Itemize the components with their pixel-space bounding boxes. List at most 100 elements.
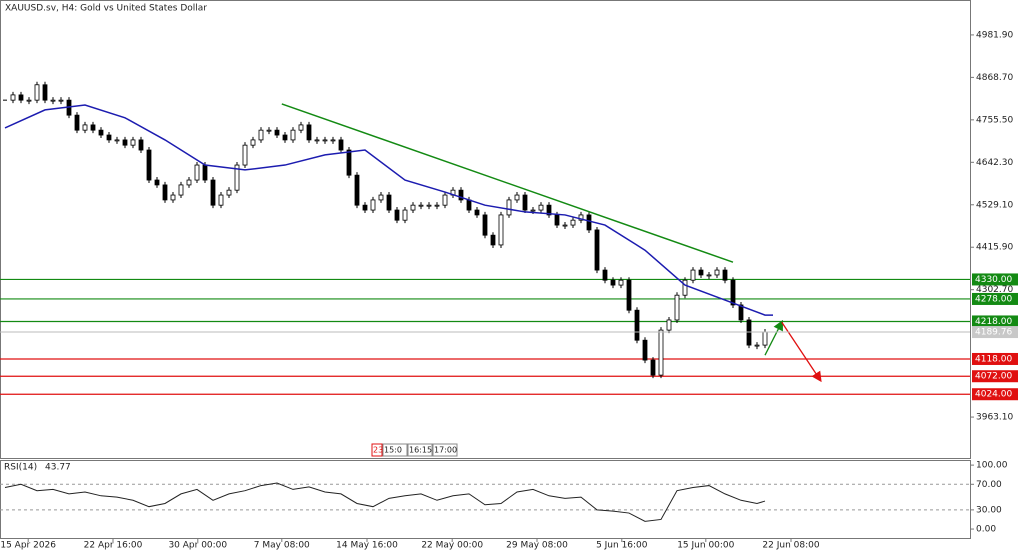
candle bbox=[18, 94, 24, 101]
candle bbox=[610, 279, 616, 286]
candle bbox=[690, 269, 696, 281]
candle bbox=[282, 134, 288, 141]
candle bbox=[274, 129, 280, 136]
x-tick-label: 7 May 08:00 bbox=[254, 541, 310, 551]
candle bbox=[130, 139, 136, 146]
candle bbox=[114, 139, 120, 142]
candle bbox=[466, 199, 472, 211]
x-tick-label: 15 Apr 2026 bbox=[0, 541, 56, 551]
candle bbox=[426, 204, 432, 207]
rsi-value: 43.77 bbox=[45, 463, 71, 473]
candle bbox=[698, 269, 704, 276]
chart-title: XAUUSD.sv, H4: Gold vs United States Dol… bbox=[5, 4, 207, 14]
level-label: 4118.00 bbox=[975, 354, 1012, 364]
candle bbox=[666, 319, 672, 331]
candle bbox=[762, 331, 768, 346]
candle bbox=[258, 129, 264, 141]
time-widget-box bbox=[432, 443, 458, 457]
candle bbox=[522, 194, 528, 211]
candle bbox=[154, 179, 160, 186]
candle bbox=[738, 304, 744, 321]
candle bbox=[658, 329, 664, 376]
candle bbox=[418, 204, 424, 207]
candle bbox=[642, 339, 648, 361]
candle bbox=[626, 279, 632, 311]
candle bbox=[98, 129, 104, 136]
candle bbox=[402, 209, 408, 221]
candle bbox=[42, 84, 48, 101]
candle bbox=[706, 274, 712, 277]
candle bbox=[586, 214, 592, 231]
candle bbox=[370, 199, 376, 211]
rsi-panel bbox=[0, 460, 971, 539]
candle bbox=[338, 139, 344, 151]
level-label: 4218.00 bbox=[975, 317, 1012, 327]
candle bbox=[514, 194, 520, 201]
level-label: 4278.00 bbox=[975, 294, 1012, 304]
candle bbox=[634, 309, 640, 341]
candle bbox=[250, 139, 256, 146]
level-label-box bbox=[972, 315, 1018, 328]
candle bbox=[722, 269, 728, 281]
candle bbox=[618, 279, 624, 286]
candle bbox=[482, 214, 488, 236]
x-tick-label: 22 Apr 16:00 bbox=[84, 541, 143, 551]
level-label: 4024.00 bbox=[975, 390, 1012, 400]
x-tick-label: 22 Jun 08:00 bbox=[762, 541, 819, 551]
candle bbox=[34, 84, 40, 101]
candle bbox=[266, 129, 272, 132]
candle bbox=[170, 194, 176, 201]
x-tick-label: 15 Jun 00:00 bbox=[677, 541, 734, 551]
candle bbox=[210, 179, 216, 206]
candle bbox=[362, 204, 368, 211]
candle bbox=[378, 194, 384, 201]
level-label-box bbox=[972, 273, 1018, 286]
candle bbox=[202, 164, 208, 181]
candle bbox=[178, 184, 184, 196]
time-widget-label: 23 bbox=[373, 446, 383, 455]
candle bbox=[442, 194, 448, 206]
rsi-line bbox=[4, 482, 766, 522]
candle bbox=[330, 139, 336, 142]
rsi-tick-label: 0.00 bbox=[976, 525, 996, 535]
candle bbox=[226, 189, 232, 196]
rsi-label: RSI(14) bbox=[4, 463, 37, 473]
moving-average bbox=[4, 104, 773, 316]
candle bbox=[602, 269, 608, 281]
candle bbox=[322, 139, 328, 142]
y-tick-label: 4302.70 bbox=[976, 285, 1013, 295]
candle bbox=[714, 269, 720, 276]
candle bbox=[538, 204, 544, 211]
candle bbox=[82, 124, 88, 131]
candle bbox=[682, 279, 688, 296]
candle bbox=[354, 174, 360, 206]
rsi-tick-label: 100.00 bbox=[976, 461, 1008, 471]
candle bbox=[74, 114, 80, 131]
candle bbox=[730, 279, 736, 306]
candle bbox=[434, 204, 440, 207]
candle bbox=[58, 99, 64, 102]
y-tick-label: 4868.70 bbox=[976, 73, 1013, 83]
candle bbox=[186, 179, 192, 186]
candle bbox=[394, 209, 400, 221]
candle bbox=[10, 94, 16, 101]
candle bbox=[298, 124, 304, 131]
candle bbox=[498, 214, 504, 246]
rsi-tick-label: 70.00 bbox=[976, 480, 1002, 490]
level-label: 4072.00 bbox=[975, 372, 1012, 382]
level-label-box bbox=[972, 370, 1018, 383]
candle bbox=[530, 209, 536, 212]
trendline bbox=[281, 103, 734, 263]
candle bbox=[554, 214, 560, 226]
time-widget-label: 17:00 bbox=[434, 446, 457, 455]
level-label-box bbox=[972, 292, 1018, 305]
candle bbox=[194, 164, 200, 181]
candle bbox=[218, 194, 224, 206]
candle bbox=[26, 99, 32, 102]
candle bbox=[290, 129, 296, 141]
candle bbox=[386, 194, 392, 211]
x-tick-label: 29 May 08:00 bbox=[506, 541, 568, 551]
candle bbox=[562, 224, 568, 227]
x-tick-label: 22 May 00:00 bbox=[421, 541, 483, 551]
